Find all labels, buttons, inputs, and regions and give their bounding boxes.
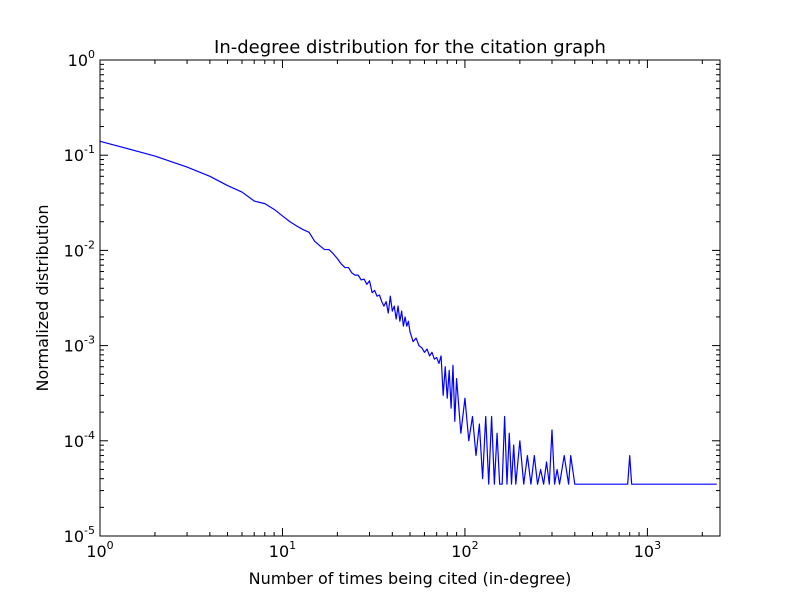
plot-area (99, 140, 717, 485)
y-tick-label: 10-3 (64, 334, 95, 356)
x-axis-label: Number of times being cited (in-degree) (249, 569, 572, 588)
x-axis-ticks: 100 101 102 103 (86, 60, 703, 561)
series-line-0 (99, 140, 717, 485)
y-tick-label: 100 (68, 48, 95, 70)
y-tick-label: 10-1 (64, 143, 95, 165)
chart-title: In-degree distribution for the citation … (214, 37, 606, 58)
x-tick-label: 100 (86, 539, 113, 561)
plot-frame (99, 59, 721, 537)
y-axis-label: Normalized distribution (33, 205, 52, 392)
y-tick-label: 10-2 (64, 238, 95, 260)
x-tick-label: 103 (634, 539, 661, 561)
y-tick-label: 10-5 (64, 524, 95, 546)
y-tick-label: 10-4 (64, 429, 95, 451)
x-tick-label: 102 (451, 539, 478, 561)
x-tick-label: 101 (269, 539, 296, 561)
y-axis-ticks: 10-5 10-4 10-3 10-2 10-1 100 (64, 48, 720, 546)
